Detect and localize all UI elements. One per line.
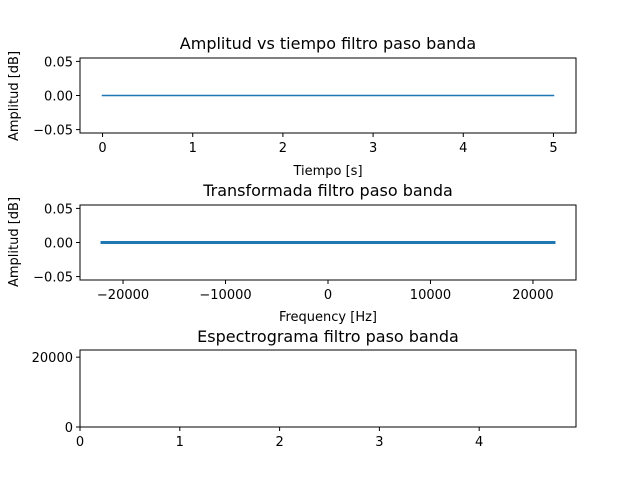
subplot-1-xtick-label-0: 0: [98, 141, 106, 156]
subplot-transform: Transformada filtro paso banda Frequency…: [7, 181, 577, 325]
subplot-2-xtick-label-3: 10000: [410, 288, 451, 303]
subplot-2-ylabel: Amplitud [dB]: [7, 197, 22, 287]
subplot-1-xtick-label-2: 2: [279, 141, 287, 156]
subplot-1-xtick-label-5: 5: [549, 141, 557, 156]
subplot-2-xtick-label-4: 20000: [512, 288, 553, 303]
subplot-3-ytick-label-1: 0: [65, 421, 73, 436]
subplot-1-xlabel: Tiempo [s]: [292, 164, 362, 179]
subplot-3-xtick-label-2: 2: [275, 435, 283, 450]
subplot-3-title: Espectrograma filtro paso banda: [197, 327, 459, 346]
subplot-1-title: Amplitud vs tiempo filtro paso banda: [180, 34, 476, 53]
subplot-1-xtick-label-1: 1: [189, 141, 197, 156]
subplot-3-ytick-label-0: 20000: [32, 351, 73, 366]
subplot-2-xlabel: Frequency [Hz]: [279, 310, 377, 325]
subplot-2-ytick-label-1: 0.00: [44, 237, 73, 252]
subplot-2-xtick-label-1: −10000: [199, 288, 251, 303]
subplot-3-xtick-label-3: 3: [375, 435, 383, 450]
subplot-3-xtick-label-1: 1: [176, 435, 184, 450]
subplot-amplitude-vs-time: Amplitud vs tiempo filtro paso banda Tie…: [7, 34, 577, 179]
subplot-1-xtick-label-4: 4: [459, 141, 467, 156]
subplot-2-xtick-label-0: −20000: [97, 288, 149, 303]
subplot-2-xtick-label-2: 0: [324, 288, 332, 303]
subplot-2-ytick-label-0: 0.05: [44, 202, 73, 217]
subplot-spectrogram: Espectrograma filtro paso banda 0 1 2 3 4 200…: [32, 327, 577, 450]
subplot-3-xtick-label-0: 0: [76, 435, 84, 450]
subplot-1-ytick-label-0: 0.05: [44, 55, 73, 70]
subplot-1-ylabel: Amplitud [dB]: [7, 51, 22, 141]
subplot-2-ytick-label-2: −0.05: [33, 271, 73, 286]
subplot-2-title: Transformada filtro paso banda: [202, 181, 453, 200]
subplot-1-ytick-label-1: 0.00: [44, 90, 73, 105]
subplot-3-xtick-label-4: 4: [475, 435, 483, 450]
subplot-1-ytick-label-2: −0.05: [33, 124, 73, 139]
subplot-3-frame: [79, 349, 577, 428]
subplot-1-xtick-label-3: 3: [369, 141, 377, 156]
